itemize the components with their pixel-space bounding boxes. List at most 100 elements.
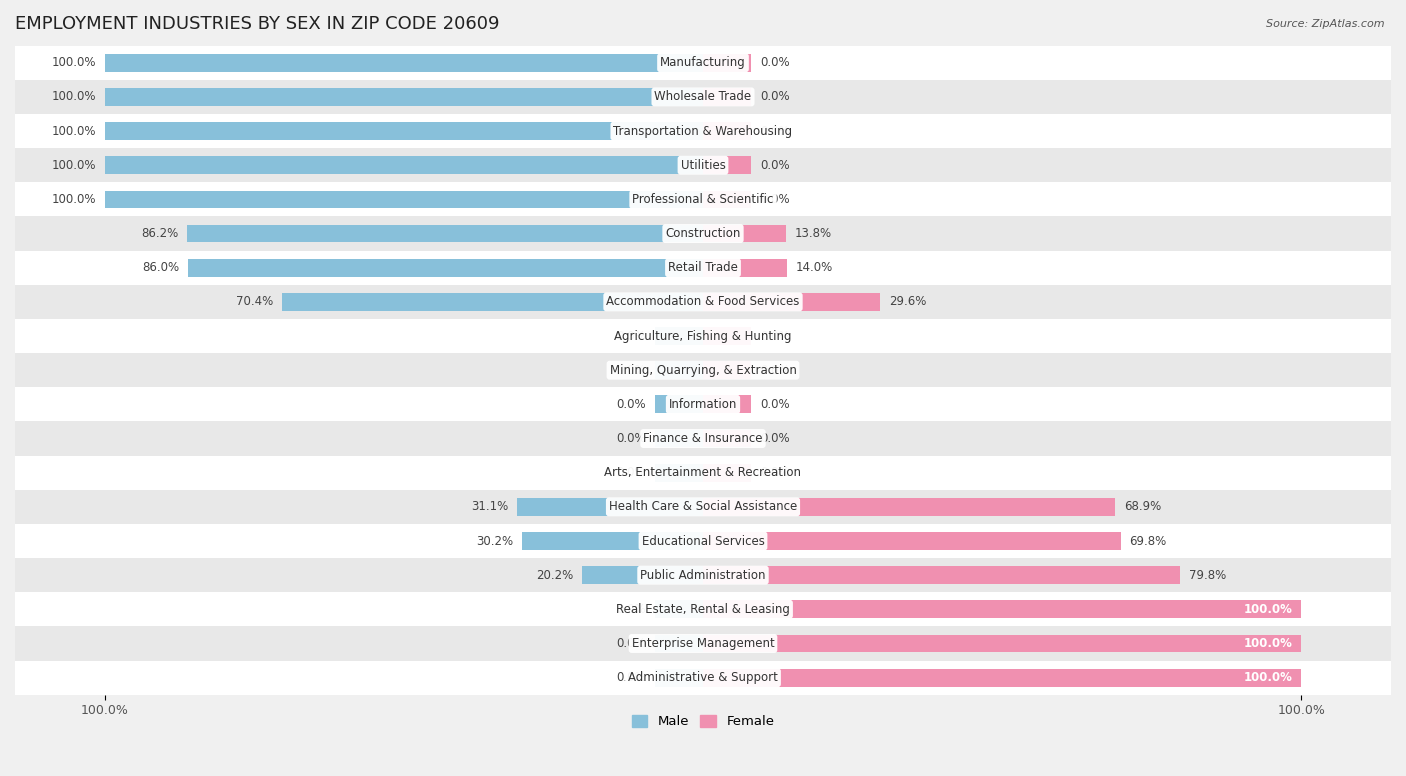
Bar <box>0 353 1406 387</box>
Text: Information: Information <box>669 398 737 411</box>
Text: 0.0%: 0.0% <box>759 398 789 411</box>
Text: 0.0%: 0.0% <box>617 432 647 445</box>
Bar <box>517 498 703 516</box>
Bar <box>0 387 1406 421</box>
Text: 70.4%: 70.4% <box>236 296 273 308</box>
Bar <box>703 566 1181 584</box>
Text: Enterprise Management: Enterprise Management <box>631 637 775 650</box>
Bar <box>703 396 751 414</box>
Bar <box>703 191 751 208</box>
Text: Utilities: Utilities <box>681 159 725 171</box>
Bar <box>187 225 703 242</box>
Bar <box>703 669 1302 687</box>
Bar <box>703 635 1302 653</box>
Text: 100.0%: 100.0% <box>1243 637 1292 650</box>
Bar <box>655 464 703 482</box>
Text: 0.0%: 0.0% <box>759 432 789 445</box>
Text: 86.2%: 86.2% <box>141 227 179 240</box>
Text: 0.0%: 0.0% <box>617 364 647 376</box>
Text: 0.0%: 0.0% <box>759 466 789 480</box>
Text: Real Estate, Rental & Leasing: Real Estate, Rental & Leasing <box>616 603 790 616</box>
Bar <box>582 566 703 584</box>
Bar <box>703 259 787 276</box>
Text: 0.0%: 0.0% <box>617 671 647 684</box>
Text: 20.2%: 20.2% <box>536 569 574 582</box>
Text: 0.0%: 0.0% <box>759 125 789 137</box>
Text: 0.0%: 0.0% <box>617 330 647 342</box>
Text: 31.1%: 31.1% <box>471 501 508 514</box>
Bar <box>104 54 703 71</box>
Text: 0.0%: 0.0% <box>759 364 789 376</box>
Text: Manufacturing: Manufacturing <box>661 56 745 69</box>
Bar <box>0 626 1406 660</box>
Bar <box>0 285 1406 319</box>
Text: 100.0%: 100.0% <box>51 193 96 206</box>
Bar <box>522 532 703 550</box>
Text: 0.0%: 0.0% <box>759 159 789 171</box>
Text: 100.0%: 100.0% <box>51 91 96 103</box>
Text: 100.0%: 100.0% <box>51 125 96 137</box>
Bar <box>655 327 703 345</box>
Text: 13.8%: 13.8% <box>794 227 832 240</box>
Bar <box>703 601 1302 618</box>
Text: EMPLOYMENT INDUSTRIES BY SEX IN ZIP CODE 20609: EMPLOYMENT INDUSTRIES BY SEX IN ZIP CODE… <box>15 15 499 33</box>
Bar <box>703 88 751 106</box>
Bar <box>0 251 1406 285</box>
Text: 0.0%: 0.0% <box>617 603 647 616</box>
Text: Educational Services: Educational Services <box>641 535 765 548</box>
Text: 0.0%: 0.0% <box>759 56 789 69</box>
Bar <box>0 660 1406 695</box>
Text: 100.0%: 100.0% <box>1243 671 1292 684</box>
Text: 100.0%: 100.0% <box>51 159 96 171</box>
Bar <box>655 362 703 379</box>
Text: 30.2%: 30.2% <box>477 535 513 548</box>
Text: 86.0%: 86.0% <box>142 262 180 274</box>
Text: 68.9%: 68.9% <box>1125 501 1161 514</box>
Bar <box>0 421 1406 456</box>
Bar <box>655 396 703 414</box>
Bar <box>703 225 786 242</box>
Bar <box>655 635 703 653</box>
Bar <box>0 46 1406 80</box>
Text: 0.0%: 0.0% <box>759 91 789 103</box>
Legend: Male, Female: Male, Female <box>626 709 780 733</box>
Bar <box>0 182 1406 217</box>
Bar <box>0 558 1406 592</box>
Text: Mining, Quarrying, & Extraction: Mining, Quarrying, & Extraction <box>610 364 796 376</box>
Bar <box>655 430 703 448</box>
Bar <box>281 293 703 310</box>
Text: 0.0%: 0.0% <box>759 330 789 342</box>
Bar <box>104 88 703 106</box>
Bar <box>703 327 751 345</box>
Bar <box>0 114 1406 148</box>
Bar <box>104 191 703 208</box>
Bar <box>0 592 1406 626</box>
Text: 14.0%: 14.0% <box>796 262 832 274</box>
Bar <box>655 601 703 618</box>
Text: Transportation & Warehousing: Transportation & Warehousing <box>613 125 793 137</box>
Bar <box>703 54 751 71</box>
Text: 29.6%: 29.6% <box>889 296 927 308</box>
Text: Wholesale Trade: Wholesale Trade <box>654 91 752 103</box>
Text: Professional & Scientific: Professional & Scientific <box>633 193 773 206</box>
Bar <box>703 122 751 140</box>
Text: Agriculture, Fishing & Hunting: Agriculture, Fishing & Hunting <box>614 330 792 342</box>
Bar <box>188 259 703 276</box>
Text: Health Care & Social Assistance: Health Care & Social Assistance <box>609 501 797 514</box>
Bar <box>655 669 703 687</box>
Text: Public Administration: Public Administration <box>640 569 766 582</box>
Text: 0.0%: 0.0% <box>617 466 647 480</box>
Bar <box>104 122 703 140</box>
Text: 69.8%: 69.8% <box>1129 535 1167 548</box>
Bar <box>703 156 751 174</box>
Bar <box>0 524 1406 558</box>
Text: Finance & Insurance: Finance & Insurance <box>644 432 762 445</box>
Bar <box>703 430 751 448</box>
Text: 0.0%: 0.0% <box>617 637 647 650</box>
Bar <box>703 464 751 482</box>
Bar <box>0 490 1406 524</box>
Bar <box>0 148 1406 182</box>
Text: 100.0%: 100.0% <box>51 56 96 69</box>
Text: 100.0%: 100.0% <box>1243 603 1292 616</box>
Bar <box>0 80 1406 114</box>
